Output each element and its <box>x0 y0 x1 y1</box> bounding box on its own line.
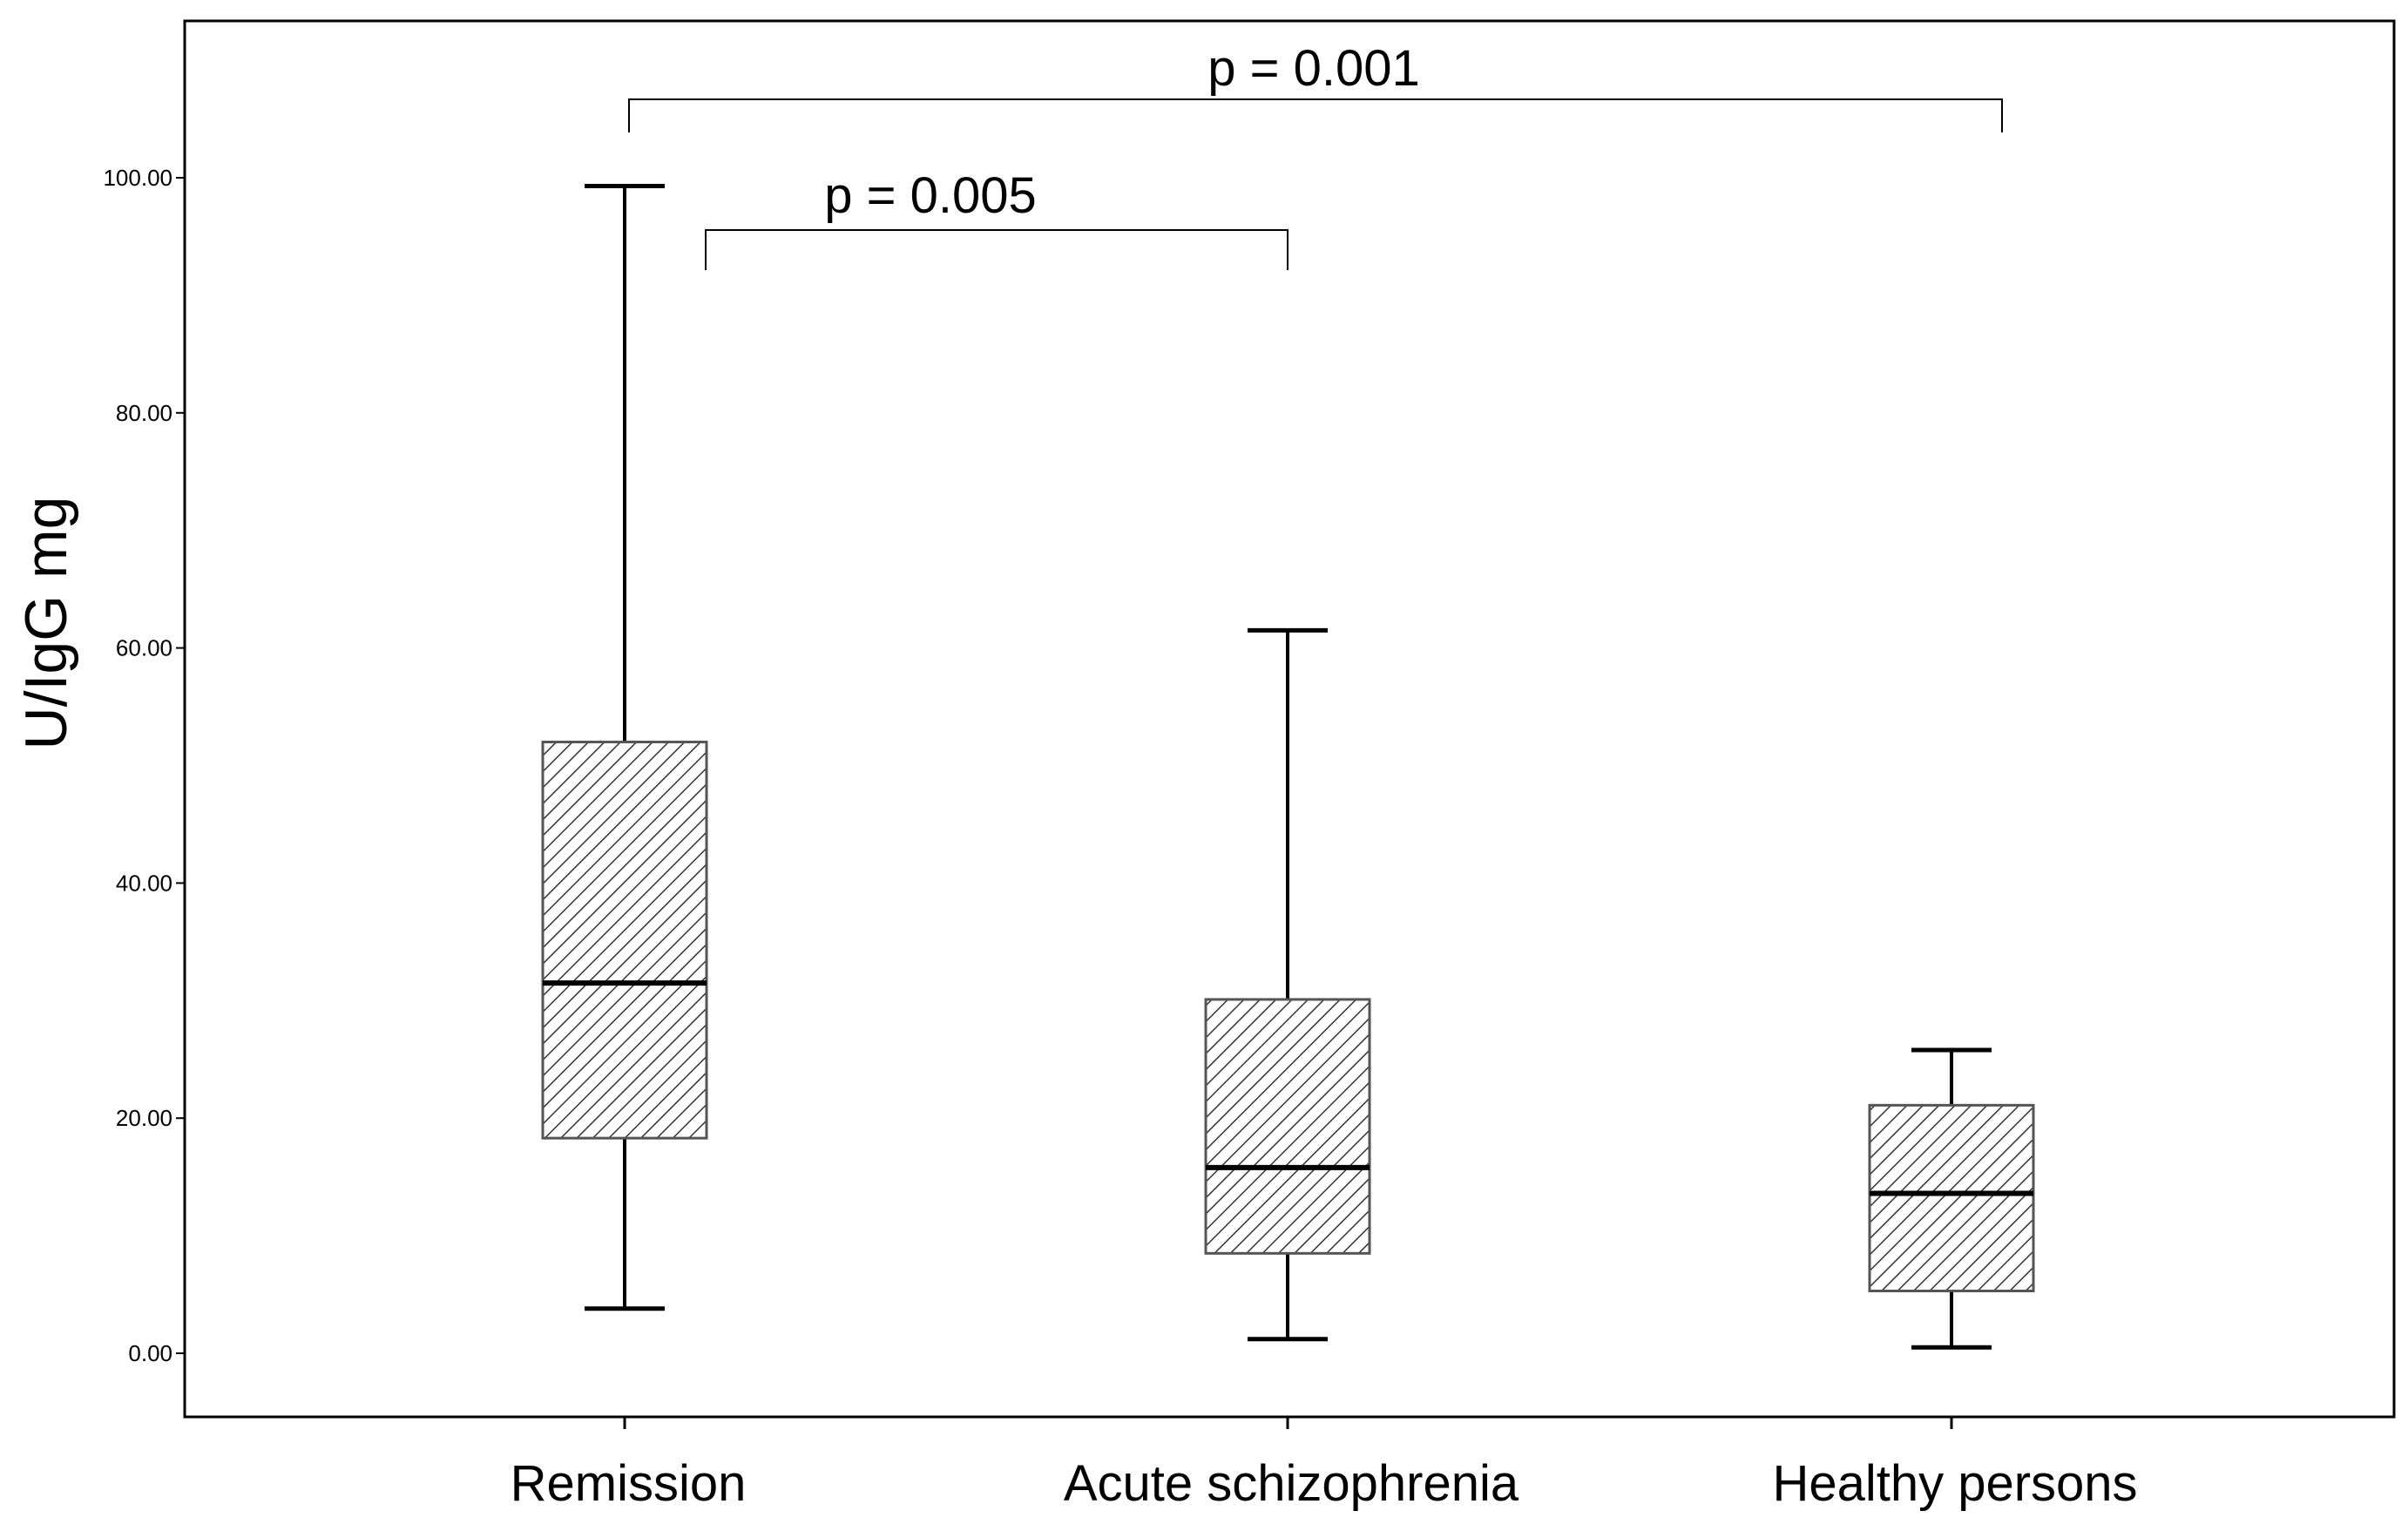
box-acute-schizophrenia <box>1204 627 1371 1342</box>
y-axis: 0.00 20.00 40.00 60.00 80.00 100.00 <box>103 165 185 1366</box>
y-tick-label: 20.00 <box>116 1105 172 1131</box>
x-axis: Remission Acute schizophrenia Healthy pers… <box>511 1417 2138 1512</box>
x-tick-label: Acute schizophrenia <box>1064 1455 1519 1512</box>
box-remission <box>541 183 708 1311</box>
y-tick-label: 0.00 <box>128 1340 172 1366</box>
bracket-line <box>628 98 2003 132</box>
iqr-box <box>1204 998 1371 1255</box>
y-tick-label: 80.00 <box>116 400 172 426</box>
y-tick-label: 60.00 <box>116 635 172 661</box>
iqr-box <box>1868 1103 2035 1293</box>
iqr-box <box>541 741 708 1140</box>
p-value-label: p = 0.005 <box>824 167 1037 224</box>
bracket-line <box>705 229 1289 270</box>
y-axis-label: U/IgG mg <box>13 497 79 750</box>
significance-bracket: p = 0.001 <box>628 40 2003 132</box>
plot-frame <box>183 19 2396 1419</box>
y-tick-label: 40.00 <box>116 870 172 896</box>
y-tick-label: 100.00 <box>103 165 172 191</box>
significance-annotations: p = 0.005 p = 0.001 <box>628 40 2003 270</box>
boxes-group <box>541 183 2035 1350</box>
p-value-label: p = 0.001 <box>1207 40 1420 97</box>
box-healthy-persons <box>1868 1047 2035 1350</box>
x-tick-label: Remission <box>511 1455 747 1512</box>
x-tick-label: Healthy persons <box>1772 1455 2137 1512</box>
significance-bracket: p = 0.005 <box>705 167 1289 270</box>
